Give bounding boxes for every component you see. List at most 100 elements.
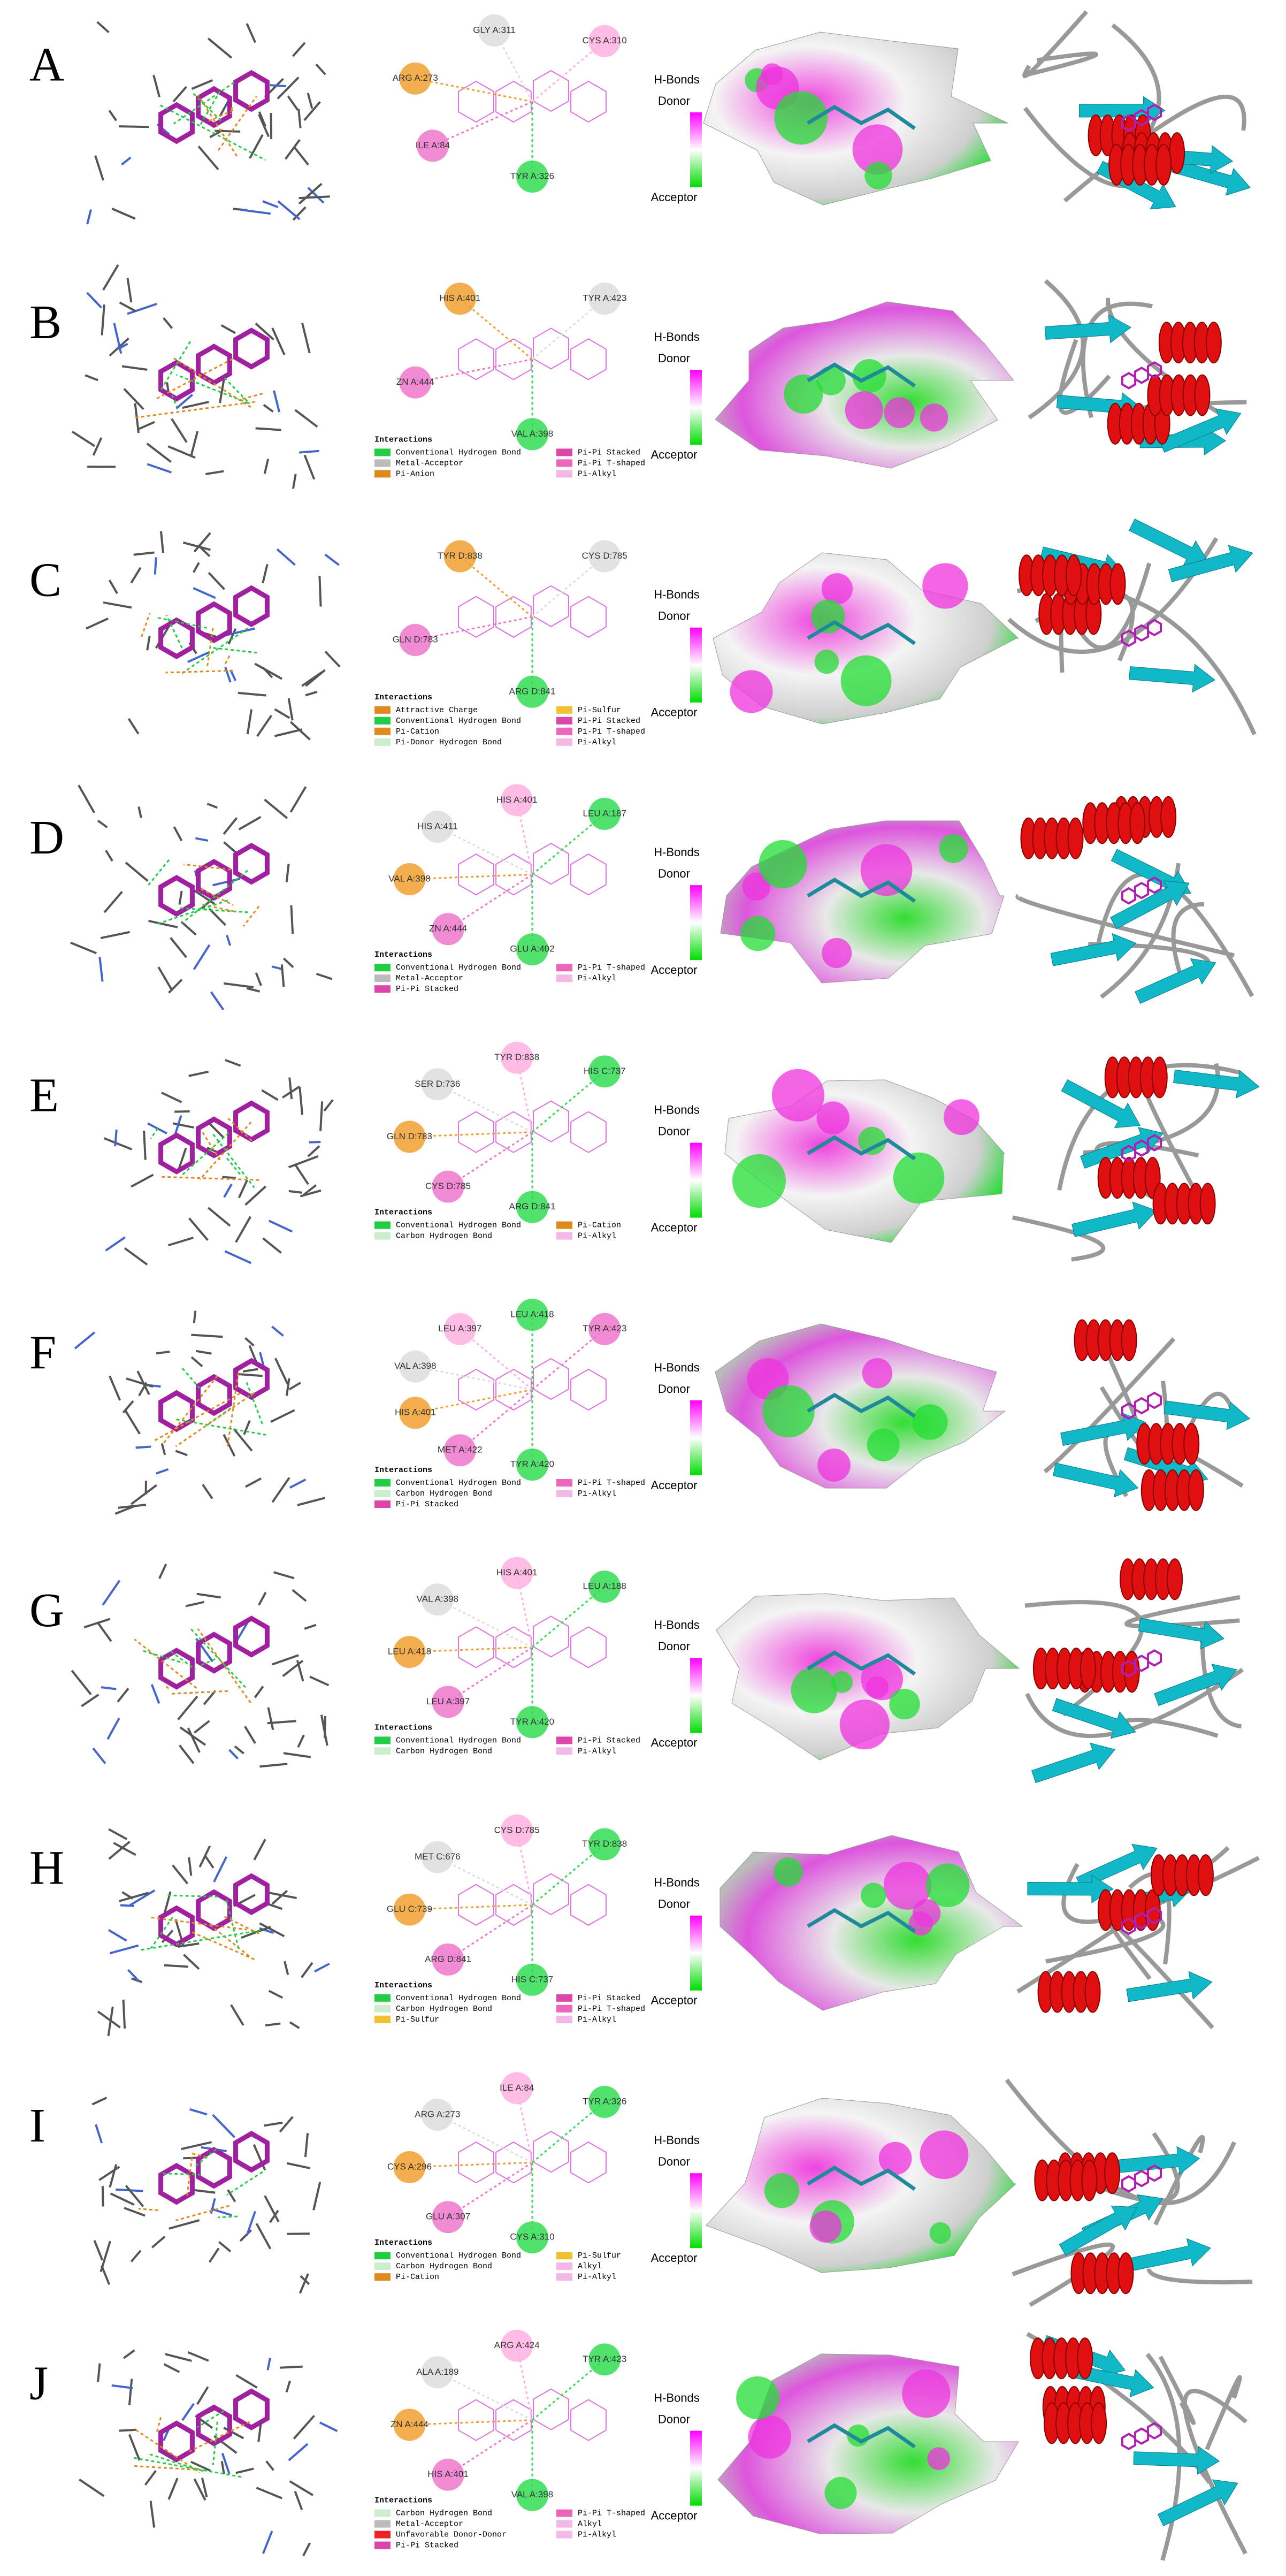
residue-stick <box>182 541 211 551</box>
residue-stick <box>149 2501 156 2528</box>
residue-disc <box>516 1706 548 1739</box>
residue-stick <box>130 567 142 584</box>
residue-stick <box>316 972 333 980</box>
residue-stick <box>206 1147 218 1153</box>
residue-label: GLU C:739 <box>387 1904 432 1914</box>
binding-surface <box>706 2098 1016 2273</box>
contact <box>162 1176 262 1181</box>
residue-disc <box>516 161 548 193</box>
residue-stick <box>268 1220 293 1233</box>
residue-stick <box>305 669 326 687</box>
residue-stick <box>163 2363 180 2373</box>
contact <box>217 2215 238 2219</box>
residue-stick <box>238 1179 248 1199</box>
ligand-stick <box>807 1908 916 1933</box>
residue-stick <box>257 2422 262 2442</box>
surface-patch <box>893 1152 945 1204</box>
loop <box>1028 279 1085 420</box>
residue-stick <box>259 1763 288 1768</box>
residue-stick <box>227 2189 236 2202</box>
contact <box>229 106 233 115</box>
ligand-stick <box>807 1135 916 1161</box>
residue-stick <box>183 1954 200 1970</box>
contact <box>157 616 207 629</box>
ring <box>495 338 532 380</box>
ligand-ring <box>158 360 195 402</box>
legend-label: Pi-Anion <box>396 469 434 478</box>
residue-stick <box>128 2379 133 2405</box>
residue-stick <box>314 1962 330 1973</box>
residue-stick <box>225 1058 241 1067</box>
ligand-stick <box>807 2423 916 2449</box>
legend-label: Pi-Pi T-shaped <box>578 459 645 468</box>
legend-swatch <box>556 2531 572 2539</box>
legend-label: Pi-Pi T-shaped <box>578 963 645 972</box>
residue-stick <box>102 1580 121 1606</box>
residue-stick <box>126 278 133 303</box>
loop <box>1022 10 1088 79</box>
residue-stick <box>298 1087 304 1115</box>
contact <box>181 627 249 675</box>
residue-stick <box>242 1368 258 1373</box>
panel-label: C <box>29 553 62 606</box>
residue-stick <box>253 1839 266 1861</box>
residue-stick <box>307 93 313 109</box>
residue-label: TYR A:326 <box>510 171 554 181</box>
hbond-acceptor: Acceptor <box>651 448 698 461</box>
legend-swatch <box>374 2520 391 2528</box>
surface-patch <box>944 1099 979 1135</box>
contact <box>180 1132 229 1177</box>
ring <box>533 70 569 112</box>
residue-stick <box>263 459 270 474</box>
surface-patch <box>861 1883 886 1908</box>
ring <box>533 585 569 627</box>
ring <box>458 1368 494 1411</box>
pose-3d <box>74 1310 326 1515</box>
residue-stick <box>178 1744 195 1764</box>
residue-stick <box>285 864 290 882</box>
helix-turn <box>1188 1469 1204 1511</box>
legend-swatch <box>556 2273 572 2281</box>
residue-disc <box>432 1686 464 1718</box>
residue-stick <box>179 1726 206 1746</box>
residue-disc <box>588 2343 621 2376</box>
residue-stick <box>279 2365 303 2369</box>
contact <box>167 1894 219 1897</box>
residue-label: SER D:736 <box>415 1079 460 1089</box>
hbond-title: H-Bonds <box>654 1618 700 1632</box>
residue-stick <box>307 1145 320 1157</box>
legend-swatch <box>374 1500 391 1508</box>
contact <box>150 1127 159 1139</box>
residue-stick <box>299 449 319 454</box>
residue-stick <box>193 1310 197 1323</box>
residue-stick <box>297 1734 305 1748</box>
residue-disc <box>399 624 432 657</box>
residue-stick <box>213 1856 228 1883</box>
hbond-acceptor: Acceptor <box>651 2509 698 2522</box>
residue-stick <box>223 1183 233 1198</box>
ring <box>570 2399 607 2441</box>
surface-patch <box>883 1862 932 1910</box>
contact <box>176 1419 266 1436</box>
legend-swatch <box>374 1994 391 2002</box>
surface-patch <box>759 840 807 889</box>
ligand-ring <box>233 1358 270 1400</box>
hbond-donor: Donor <box>658 1124 690 1138</box>
residue-stick <box>218 2241 232 2252</box>
residue-disc <box>588 1055 621 1088</box>
residue-stick <box>292 42 306 57</box>
ligand-ring <box>233 1100 270 1142</box>
residue-stick <box>309 1675 330 1687</box>
beta-strand <box>1071 1201 1158 1237</box>
ligand-ring <box>196 2147 232 2189</box>
residue-label: HIS A:401 <box>440 293 481 303</box>
residue-stick <box>196 1592 221 1599</box>
2d-diagram: GLU A:402 ZN A:444 VAL A:398 HIS A:411 HIS A… <box>374 784 645 994</box>
legend-swatch <box>374 717 391 725</box>
legend-title: Interactions <box>374 435 432 444</box>
ring <box>495 1368 532 1411</box>
residue-stick <box>220 324 236 334</box>
ligand-ring <box>158 875 195 917</box>
panel: E ARG D:841 CYS D:785 GLN D:783 SER D:736 TYR… <box>29 1041 1260 1266</box>
helix-turn <box>1084 1971 1101 2013</box>
